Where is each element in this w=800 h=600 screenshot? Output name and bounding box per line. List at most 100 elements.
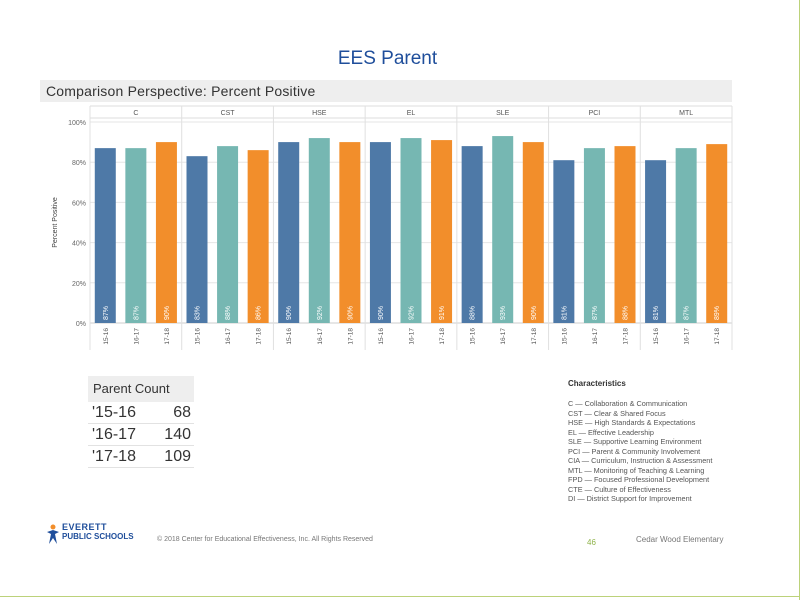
group-label: C [133,110,138,117]
bar [492,136,514,323]
x-tick-label: 16-17 [500,328,507,345]
y-tick-label: 0% [76,321,86,328]
legend-item: DI — District Support for Improvement [568,494,692,503]
bar-data-label: 87% [684,306,691,320]
characteristics-legend: Characteristics C — Collaboration & Comm… [568,379,738,504]
bar-data-label: 87% [133,306,140,320]
bar-data-label: 90% [164,306,171,320]
chart-title: Comparison Perspective: Percent Positive [46,83,316,99]
group-label: EL [407,110,416,117]
group-label: PCI [589,110,601,117]
x-tick-label: 15-16 [470,328,477,345]
bar [614,146,636,323]
legend-item: EL — Effective Leadership [568,427,654,437]
group-label: SLE [496,110,510,117]
bar-data-label: 88% [470,306,477,320]
bar-data-label: 81% [653,306,660,320]
copyright-text: © 2018 Center for Educational Effectiven… [157,536,373,543]
x-tick-label: 16-17 [133,328,140,345]
x-tick-label: 15-16 [286,328,293,345]
everett-logo: EVERETT PUBLIC SCHOOLS [46,522,156,550]
x-tick-label: 17-18 [347,328,354,345]
bar [553,160,575,323]
x-tick-label: 17-18 [714,328,721,345]
x-tick-label: 15-16 [195,328,202,345]
bar [339,142,361,323]
bar [522,142,544,323]
bar [706,144,728,323]
y-axis-label: Percent Positive [52,197,59,248]
bar-data-label: 91% [439,306,446,320]
parent-count-table: Parent Count '15-16 68 '16-17 140 '17-18 109 [88,376,194,468]
bar-data-label: 87% [103,306,110,320]
row-year: '15-16 [92,404,136,421]
legend-item: PCI — Parent & Community Involvement [568,446,701,456]
page-title: EES Parent [337,48,438,69]
decorative-border-bottom [0,596,800,597]
bar [125,148,147,323]
bar [247,150,269,323]
group-label: CST [221,110,236,117]
bar [431,140,453,323]
y-tick-label: 40% [72,241,86,248]
bar-data-label: 87% [592,306,599,320]
x-tick-label: 17-18 [623,328,630,345]
x-tick-label: 15-16 [561,328,568,345]
x-tick-label: 17-18 [256,328,263,345]
legend-item: SLE — Supportive Learning Environment [568,437,702,446]
legend-item: CST — Clear & Shared Focus [568,408,666,418]
row-count: 109 [164,448,191,465]
legend-item: HSE — High Standards & Expectations [568,418,696,427]
school-logo-icon [47,524,59,544]
x-tick-label: 16-17 [684,328,691,345]
bar-data-label: 83% [195,306,202,320]
bar [217,146,239,323]
bar [400,138,422,323]
x-tick-label: 16-17 [409,328,416,345]
bar [583,148,605,323]
bar [675,148,697,323]
y-tick-label: 80% [72,160,86,167]
x-tick-label: 17-18 [439,328,446,345]
x-tick-label: 17-18 [531,328,538,345]
x-tick-label: 17-18 [164,328,171,345]
bar-data-label: 90% [378,306,385,320]
bar-data-label: 90% [531,306,538,320]
x-tick-label: 15-16 [378,328,385,345]
y-tick-label: 100% [68,120,86,127]
legend-item: FPD — Focused Professional Development [568,475,710,484]
bar [308,138,330,323]
bar-data-label: 90% [286,306,293,320]
bar-data-label: 92% [409,306,416,320]
row-year: '17-18 [92,448,136,465]
bar [645,160,667,323]
bar-data-label: 90% [347,306,354,320]
bar-data-label: 89% [714,306,721,320]
group-label: HSE [312,110,327,117]
characteristics-title: Characteristics [568,379,626,388]
row-year: '16-17 [92,426,136,443]
legend-item: C — Collaboration & Communication [568,399,688,408]
x-tick-label: 16-17 [317,328,324,345]
row-count: 140 [164,426,191,443]
x-tick-label: 16-17 [592,328,599,345]
legend-item: CIA — Curriculum, Instruction & Assessme… [568,456,713,465]
x-tick-label: 15-16 [103,328,110,345]
bar-data-label: 88% [623,306,630,320]
school-name: Cedar Wood Elementary [636,535,724,544]
page-number: 46 [587,538,596,547]
row-count: 68 [173,404,191,421]
bar [155,142,177,323]
parent-count-title: Parent Count [88,376,194,402]
x-tick-label: 16-17 [225,328,232,345]
bar-data-label: 88% [225,306,232,320]
bar-data-label: 93% [500,306,507,320]
bar [186,156,208,323]
bar [369,142,391,323]
legend-item: CTE — Culture of Effectiveness [568,484,671,494]
y-tick-label: 60% [72,200,86,207]
legend-item: MTL — Monitoring of Teaching & Learning [568,465,705,475]
bar-data-label: 86% [256,306,263,320]
table-row: '15-16 68 [88,402,194,424]
